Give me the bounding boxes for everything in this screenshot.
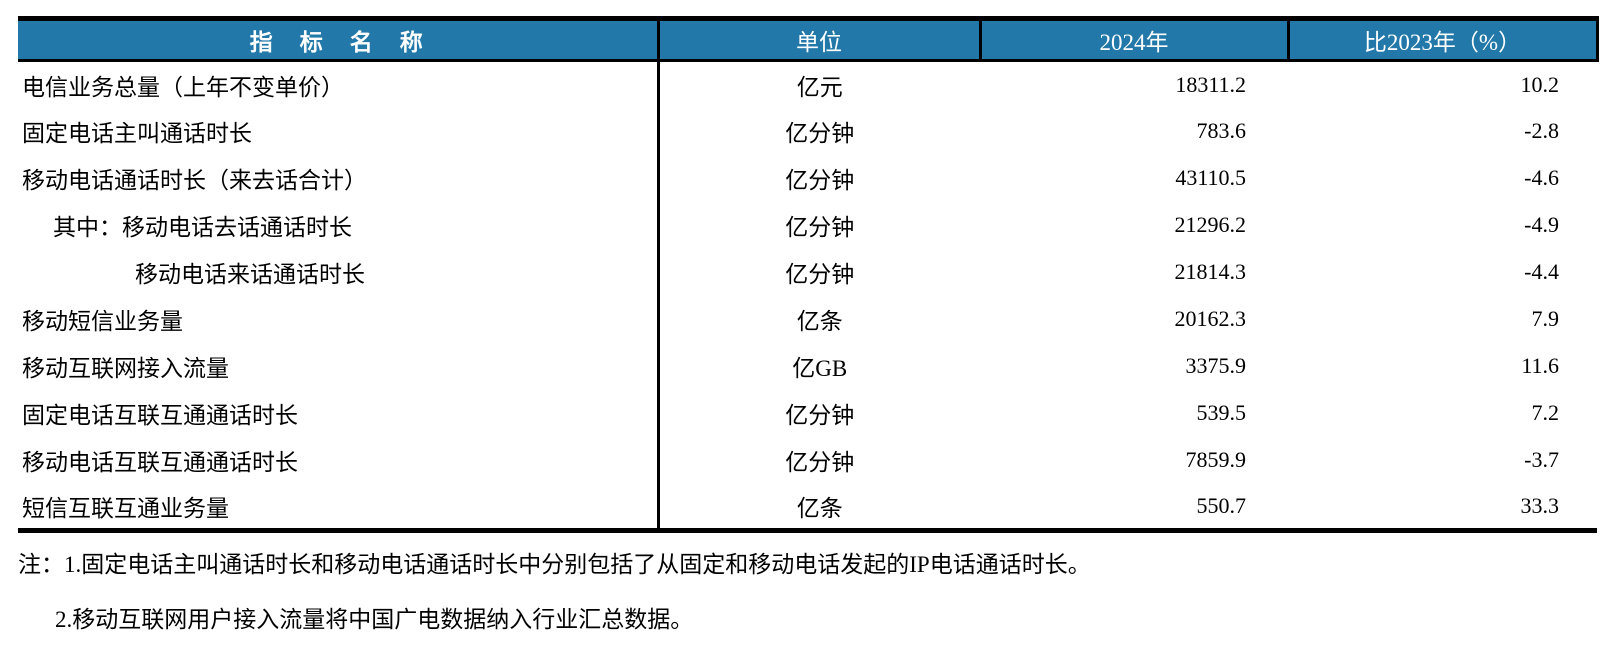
unit-cell: 亿分钟 [656, 248, 980, 296]
change-vs-2023-cell: -4.9 [1524, 212, 1559, 237]
indicator-name-cell: 短信互联互通业务量 [22, 495, 229, 521]
change-vs-2023-cell: 11.6 [1521, 353, 1559, 378]
table-row: 移动短信业务量 亿条 20162.3 7.9 [18, 295, 1597, 343]
indicator-name-cell: 移动互联网接入流量 [22, 356, 229, 381]
indicator-name-cell: 移动电话通话时长（来去话合计） [22, 168, 367, 193]
unit-cell: 亿元 [656, 60, 980, 108]
unit-cell: 亿分钟 [656, 107, 980, 155]
indicator-name-cell: 其中：移动电话去话通话时长 [53, 215, 352, 240]
value-2024-cell: 18311.2 [1175, 71, 1246, 97]
table-row: 固定电话互联互通通话时长 亿分钟 539.5 7.2 [18, 389, 1597, 437]
change-vs-2023-cell: 7.2 [1531, 400, 1560, 425]
table-row: 移动互联网接入流量 亿GB 3375.9 11.6 [18, 342, 1597, 390]
change-vs-2023-cell: 7.9 [1531, 306, 1560, 331]
value-2024-cell: 539.5 [1196, 400, 1247, 425]
table-row: 固定电话主叫通话时长 亿分钟 783.6 -2.8 [18, 107, 1597, 155]
column-header-vs-2023: 比2023年（%） [1286, 18, 1599, 62]
value-2024-cell: 20162.3 [1174, 306, 1247, 331]
value-2024-cell: 21296.2 [1174, 212, 1247, 237]
change-vs-2023-cell: -4.4 [1524, 259, 1559, 284]
value-2024-cell: 550.7 [1196, 492, 1247, 518]
footnote-1: 注：1.固定电话主叫通话时长和移动电话通话时长中分别包括了从固定和移动电话发起的… [18, 552, 1091, 577]
change-vs-2023-cell: 33.3 [1520, 492, 1560, 518]
column-header-unit: 单位 [656, 18, 980, 62]
value-2024-cell: 21814.3 [1174, 259, 1247, 284]
unit-cell: 亿GB [656, 342, 980, 390]
column-header-indicator-name: 指 标 名 称 [18, 18, 658, 62]
value-2024-cell: 3375.9 [1185, 353, 1247, 378]
indicator-name-cell: 固定电话主叫通话时长 [22, 121, 252, 146]
indicator-name-cell: 移动电话互联互通通话时长 [22, 450, 298, 475]
unit-cell: 亿条 [656, 483, 980, 531]
indicator-name-cell: 固定电话互联互通通话时长 [22, 403, 298, 428]
table-row: 移动电话来话通话时长 亿分钟 21814.3 -4.4 [18, 248, 1597, 296]
unit-cell: 亿分钟 [656, 201, 980, 249]
change-vs-2023-cell: -3.7 [1524, 447, 1559, 472]
footnotes: 注：1.固定电话主叫通话时长和移动电话通话时长中分别包括了从固定和移动电话发起的… [18, 550, 1612, 635]
table-row: 移动电话互联互通通话时长 亿分钟 7859.9 -3.7 [18, 436, 1597, 484]
table-row: 其中：移动电话去话通话时长 亿分钟 21296.2 -4.9 [18, 201, 1597, 249]
indicator-name-cell: 电信业务总量（上年不变单价） [22, 74, 344, 100]
table-row: 短信互联互通业务量 亿条 550.7 33.3 [18, 483, 1597, 531]
value-2024-cell: 783.6 [1196, 118, 1247, 143]
footnote-2: 2.移动互联网用户接入流量将中国广电数据纳入行业汇总数据。 [55, 607, 694, 632]
unit-cell: 亿条 [656, 295, 980, 343]
value-2024-cell: 7859.9 [1185, 447, 1247, 472]
column-header-2024: 2024年 [978, 18, 1288, 62]
indicator-name-cell: 移动电话来话通话时长 [135, 262, 365, 287]
change-vs-2023-cell: -4.6 [1524, 165, 1559, 190]
change-vs-2023-cell: 10.2 [1520, 71, 1560, 97]
telecom-statistics-table: 指 标 名 称 单位 2024年 比2023年（%） 电信业务总量（上年不变单价… [18, 16, 1599, 533]
header-row: 指 标 名 称 单位 2024年 比2023年（%） [18, 18, 1599, 62]
unit-cell: 亿分钟 [656, 154, 980, 202]
unit-cell: 亿分钟 [656, 389, 980, 437]
indicator-name-cell: 移动短信业务量 [22, 309, 183, 334]
unit-cell: 亿分钟 [656, 436, 980, 484]
change-vs-2023-cell: -2.8 [1524, 118, 1559, 143]
table-row: 移动电话通话时长（来去话合计） 亿分钟 43110.5 -4.6 [18, 154, 1597, 202]
table-row: 电信业务总量（上年不变单价） 亿元 18311.2 10.2 [18, 60, 1597, 108]
value-2024-cell: 43110.5 [1175, 165, 1246, 190]
